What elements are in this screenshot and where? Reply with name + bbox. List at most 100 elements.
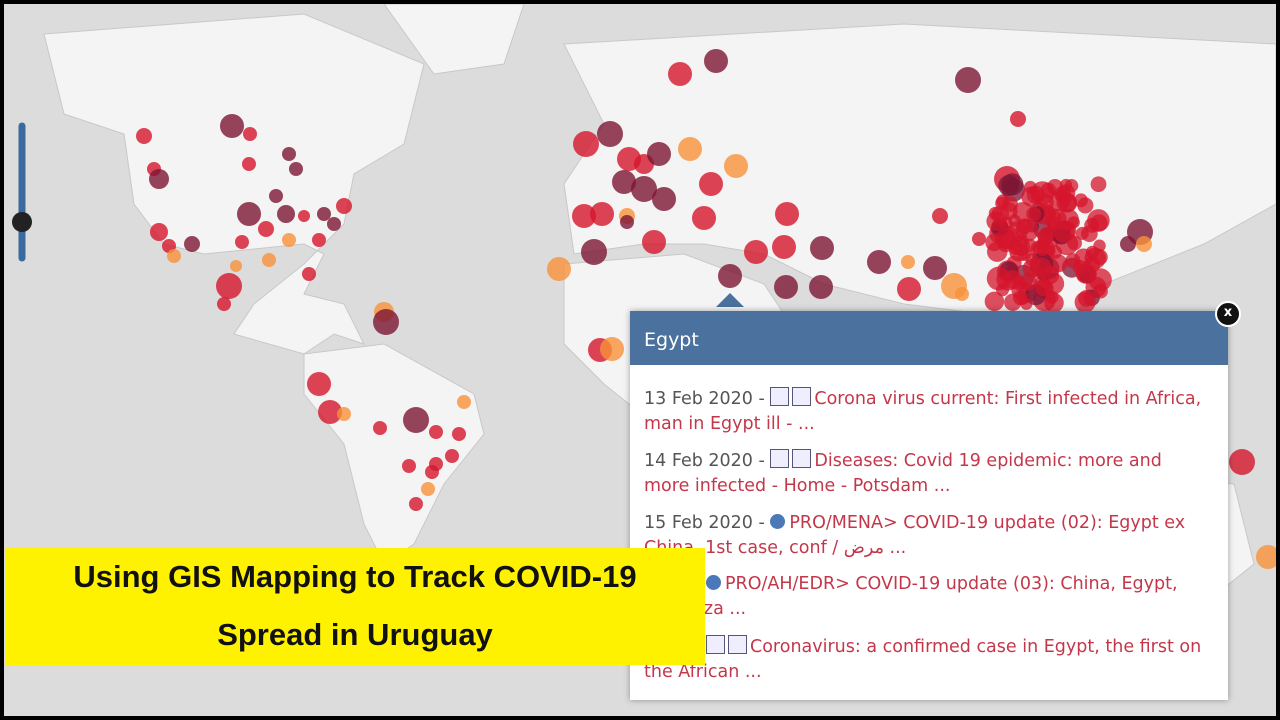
case-marker[interactable] [1037, 228, 1054, 246]
case-marker[interactable] [631, 176, 657, 202]
case-marker[interactable] [612, 170, 636, 194]
zoom-slider-knob[interactable] [12, 212, 32, 232]
case-marker[interactable] [445, 449, 459, 463]
case-marker[interactable] [289, 162, 303, 176]
case-marker[interactable] [184, 236, 200, 252]
case-marker[interactable] [237, 202, 261, 226]
case-marker[interactable] [1023, 238, 1037, 252]
case-marker[interactable] [307, 372, 331, 396]
case-marker[interactable] [774, 275, 798, 299]
case-marker[interactable] [317, 207, 331, 221]
case-marker[interactable] [1022, 259, 1042, 278]
case-marker[interactable] [457, 395, 471, 409]
case-marker[interactable] [409, 497, 423, 511]
case-marker[interactable] [277, 205, 295, 223]
case-marker[interactable] [242, 157, 256, 171]
case-marker[interactable] [373, 309, 399, 335]
case-marker[interactable] [1036, 243, 1049, 257]
case-marker[interactable] [1020, 297, 1033, 310]
case-marker[interactable] [986, 241, 1008, 262]
item-link[interactable]: Diseases: Covid 19 epidemic: more and mo… [644, 451, 1162, 496]
case-marker[interactable] [923, 256, 947, 280]
case-marker[interactable] [1044, 208, 1067, 231]
case-marker[interactable] [692, 206, 716, 230]
case-marker[interactable] [149, 169, 169, 189]
case-marker[interactable] [699, 172, 723, 196]
case-marker[interactable] [1077, 197, 1094, 214]
case-marker[interactable] [652, 187, 676, 211]
case-marker[interactable] [573, 131, 599, 157]
case-marker[interactable] [955, 67, 981, 93]
case-marker[interactable] [216, 273, 242, 299]
case-marker[interactable] [235, 235, 249, 249]
case-marker[interactable] [547, 257, 571, 281]
case-marker[interactable] [810, 236, 834, 260]
case-marker[interactable] [243, 127, 257, 141]
case-marker[interactable] [1087, 209, 1110, 232]
case-marker[interactable] [597, 121, 623, 147]
case-marker[interactable] [1078, 290, 1095, 307]
case-marker[interactable] [302, 267, 316, 281]
case-marker[interactable] [1090, 176, 1107, 193]
case-marker[interactable] [901, 255, 915, 269]
case-marker[interactable] [373, 421, 387, 435]
case-marker[interactable] [932, 208, 948, 224]
case-marker[interactable] [1064, 178, 1079, 193]
case-marker[interactable] [718, 264, 742, 288]
case-marker[interactable] [220, 114, 244, 138]
case-marker[interactable] [337, 407, 351, 421]
item-link[interactable]: PRO/AH/EDR> COVID-19 update (03): China,… [644, 574, 1178, 619]
case-marker[interactable] [668, 62, 692, 86]
case-marker[interactable] [336, 198, 352, 214]
case-marker[interactable] [999, 216, 1014, 230]
case-marker[interactable] [998, 175, 1020, 197]
case-marker[interactable] [704, 49, 728, 73]
case-marker[interactable] [1120, 236, 1136, 252]
case-marker[interactable] [403, 407, 429, 433]
case-marker[interactable] [1045, 290, 1059, 304]
case-marker[interactable] [452, 427, 466, 441]
case-marker[interactable] [318, 400, 342, 424]
case-marker[interactable] [1040, 265, 1060, 285]
item-link[interactable]: Corona virus current: First infected in … [644, 389, 1202, 434]
case-marker[interactable] [744, 240, 768, 264]
case-marker[interactable] [678, 137, 702, 161]
case-marker[interactable] [581, 239, 607, 265]
case-marker[interactable] [262, 253, 276, 267]
case-marker[interactable] [984, 291, 1005, 312]
case-marker[interactable] [327, 217, 341, 231]
case-marker[interactable] [269, 189, 283, 203]
case-marker[interactable] [429, 425, 443, 439]
case-marker[interactable] [429, 457, 443, 471]
case-marker[interactable] [772, 235, 796, 259]
case-marker[interactable] [724, 154, 748, 178]
case-marker[interactable] [600, 337, 624, 361]
case-marker[interactable] [167, 249, 181, 263]
case-marker[interactable] [282, 233, 296, 247]
case-marker[interactable] [986, 266, 1011, 291]
case-marker[interactable] [230, 260, 242, 272]
case-marker[interactable] [421, 482, 435, 496]
case-marker[interactable] [282, 147, 296, 161]
item-link[interactable]: Coronavirus: a confirmed case in Egypt, … [644, 637, 1202, 682]
case-marker[interactable] [867, 250, 891, 274]
case-marker[interactable] [955, 287, 969, 301]
case-marker[interactable] [217, 297, 231, 311]
case-marker[interactable] [1026, 206, 1042, 222]
case-marker[interactable] [1136, 236, 1152, 252]
case-marker[interactable] [136, 128, 152, 144]
case-marker[interactable] [775, 202, 799, 226]
case-marker[interactable] [150, 223, 168, 241]
case-marker[interactable] [897, 277, 921, 301]
case-marker[interactable] [258, 221, 274, 237]
case-marker[interactable] [1049, 191, 1070, 212]
case-marker[interactable] [312, 233, 326, 247]
case-marker[interactable] [1229, 449, 1255, 475]
case-marker[interactable] [1010, 111, 1026, 127]
case-marker[interactable] [972, 232, 986, 246]
case-marker[interactable] [647, 142, 671, 166]
case-marker[interactable] [572, 204, 596, 228]
case-marker[interactable] [590, 202, 614, 226]
case-marker[interactable] [642, 230, 666, 254]
case-marker[interactable] [1256, 545, 1276, 569]
